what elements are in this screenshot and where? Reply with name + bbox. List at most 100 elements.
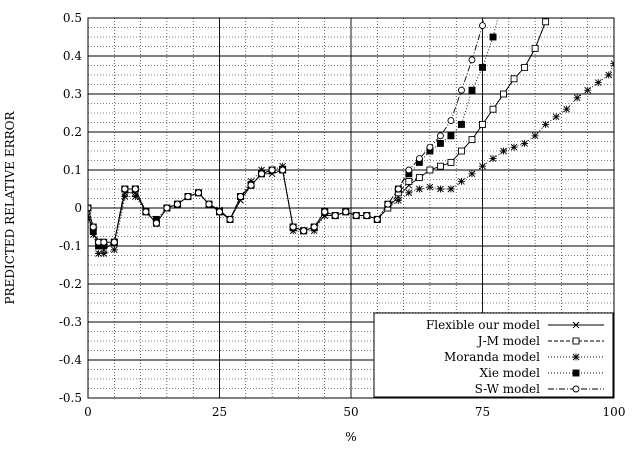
series-layer: [88, 0, 614, 258]
data-point: [521, 63, 529, 71]
data-point: [163, 204, 171, 212]
legend-label: S-W model: [475, 382, 541, 396]
data-point: [310, 223, 318, 231]
data-point: [489, 155, 497, 163]
data-point: [279, 162, 287, 170]
data-point: [436, 185, 444, 193]
legend-swatch-marker: [572, 353, 580, 361]
data-point: [458, 86, 465, 94]
data-point: [447, 117, 455, 125]
data-point: [89, 223, 97, 231]
series-line: [88, 18, 485, 243]
data-point: [237, 193, 244, 201]
x-tick-label: 25: [212, 405, 227, 419]
data-point: [468, 56, 476, 64]
data-point: [184, 193, 192, 201]
data-point: [110, 238, 118, 246]
y-tick-label: 0.1: [63, 163, 82, 177]
data-point: [436, 139, 444, 147]
data-point: [300, 227, 308, 235]
data-point: [479, 120, 486, 128]
data-point: [121, 193, 129, 201]
legend-swatch-marker: [572, 385, 580, 393]
data-point: [226, 215, 234, 223]
data-point: [89, 231, 97, 239]
data-point: [468, 86, 476, 94]
y-tick-label: -0.1: [59, 239, 82, 253]
data-point: [142, 208, 150, 216]
data-point: [426, 166, 434, 174]
legend-box: [373, 312, 614, 398]
data-point: [352, 212, 360, 220]
data-point: [131, 185, 139, 193]
data-point: [152, 219, 160, 227]
data-point: [289, 227, 297, 235]
data-point: [88, 204, 92, 212]
data-point: [110, 246, 118, 254]
data-point: [553, 0, 559, 2]
legend-label: Moranda model: [444, 350, 540, 364]
data-point: [436, 132, 444, 140]
data-point: [205, 200, 213, 208]
data-point: [415, 185, 423, 193]
data-point: [458, 147, 465, 155]
y-tick-label: -0.5: [59, 391, 82, 405]
legend-label: J-M model: [476, 334, 540, 348]
legend-label: Xie model: [479, 366, 540, 380]
major-grid: [88, 18, 614, 398]
data-point: [447, 158, 455, 166]
data-point: [426, 183, 434, 191]
data-point: [100, 238, 108, 246]
data-point: [500, 147, 508, 155]
data-point: [216, 208, 223, 216]
y-tick-label: 0.4: [63, 49, 82, 63]
y-tick-label: -0.2: [59, 277, 82, 291]
data-point: [363, 212, 371, 220]
y-tick-label: -0.3: [59, 315, 82, 329]
data-point: [436, 162, 444, 170]
data-point: [426, 143, 434, 151]
x-axis-ticks: 0 25 50 75 100: [84, 405, 625, 419]
data-point: [457, 177, 465, 185]
legend-swatch-marker: [572, 321, 580, 329]
data-point: [405, 177, 413, 185]
y-tick-label: -0.4: [59, 353, 83, 367]
y-tick-label: 0.3: [63, 87, 82, 101]
y-tick-label: 0: [74, 201, 82, 215]
data-point: [268, 166, 276, 174]
x-tick-label: 100: [603, 405, 626, 419]
legend-label: Flexible our model: [426, 318, 540, 332]
data-point: [195, 189, 202, 197]
data-point: [531, 132, 539, 140]
data-point: [121, 185, 129, 193]
y-tick-label: 0.5: [63, 11, 82, 25]
data-point: [173, 200, 181, 208]
data-point: [95, 250, 103, 258]
data-point: [447, 132, 455, 140]
data-point: [552, 113, 560, 121]
legend-swatch-marker: [572, 337, 580, 345]
data-point: [394, 196, 402, 204]
data-point: [394, 185, 402, 193]
data-point: [258, 166, 266, 174]
data-point: [489, 105, 497, 113]
data-point: [531, 44, 539, 52]
data-point: [415, 174, 423, 182]
data-point: [447, 185, 455, 193]
data-point: [468, 170, 476, 178]
data-point: [510, 143, 518, 151]
y-tick-label: 0.2: [63, 125, 82, 139]
data-point: [100, 250, 108, 258]
data-point: [131, 193, 139, 201]
data-point: [331, 212, 339, 220]
data-point: [605, 71, 613, 79]
data-point: [563, 105, 571, 113]
data-point: [500, 90, 507, 98]
data-point: [479, 63, 486, 71]
data-point: [479, 162, 486, 170]
data-point: [594, 79, 602, 87]
data-point: [373, 215, 381, 223]
data-point: [384, 200, 392, 208]
